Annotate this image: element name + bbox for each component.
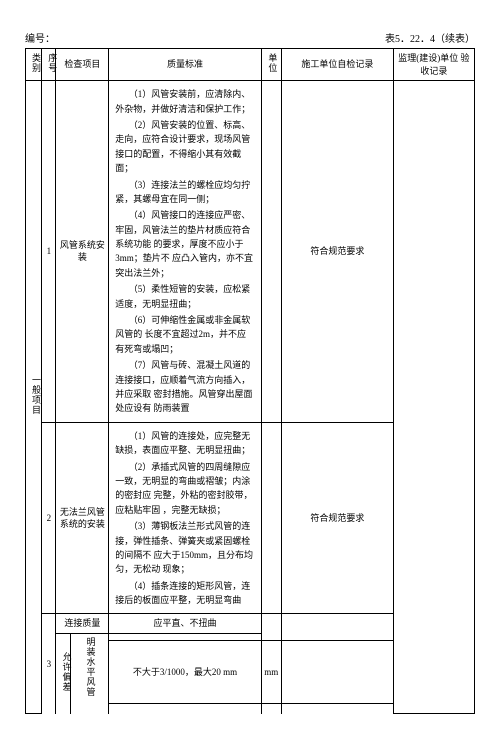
unit-3b: mm xyxy=(261,641,281,704)
rowgroup-label: 一般项目 xyxy=(26,81,42,714)
blank-vert xyxy=(70,704,109,714)
sub-level xyxy=(109,634,261,641)
col-seq: 序号 xyxy=(42,49,56,81)
std-3b: 不大于3/1000，最大20 mm xyxy=(109,641,261,704)
result-1: 符合规范要求 xyxy=(281,81,393,423)
item-2: 无法兰风管系统的安装 xyxy=(56,422,109,614)
unit-1 xyxy=(261,81,281,423)
seq-2: 2 xyxy=(42,422,56,614)
unit-2 xyxy=(261,422,281,614)
result-2: 符合规范要求 xyxy=(281,422,393,614)
col-standard: 质量标准 xyxy=(109,49,261,81)
result-3b xyxy=(281,641,393,704)
item-1: 风管系统安装 xyxy=(56,81,109,423)
vlabel-allow: 允许偏差 xyxy=(56,634,70,714)
col-unit: 单位 xyxy=(261,49,281,81)
result-3a xyxy=(281,614,393,641)
unit-3a xyxy=(261,614,281,641)
supervisor-col xyxy=(393,81,474,714)
seq-1: 1 xyxy=(42,81,56,423)
std-3a: 应平直、不扭曲 xyxy=(109,614,261,634)
col-selfcheck: 施工单位自检记录 xyxy=(281,49,393,81)
col-item: 检查项目 xyxy=(56,49,109,81)
header-right: 表5．22．4（续表） xyxy=(385,30,475,45)
vlabel-ming: 明装水平风管 xyxy=(70,634,109,704)
col-supervisor: 监理(建设)单位 验收记录 xyxy=(393,49,474,81)
inspection-table: 类别 序号 检查项目 质量标准 单位 施工单位自检记录 监理(建设)单位 验收记… xyxy=(25,48,475,714)
blank-unit xyxy=(261,704,281,714)
blank-res xyxy=(281,704,393,714)
standard-1: （1）风管安装前，应清除内、外杂物，并做好清洁和保护工作； （2）风管安装的位置… xyxy=(109,81,261,423)
standard-2: （1）风管的连接处，应完整无缺损，表面应平整、无明显扭曲； （2）承插式风管的四… xyxy=(109,422,261,614)
header-left: 编号： xyxy=(25,30,55,45)
col-category: 类别 xyxy=(26,49,42,81)
seq-3: 3 xyxy=(42,614,56,714)
blank-std xyxy=(109,704,261,714)
sub-connect: 连接质量 xyxy=(56,614,109,634)
